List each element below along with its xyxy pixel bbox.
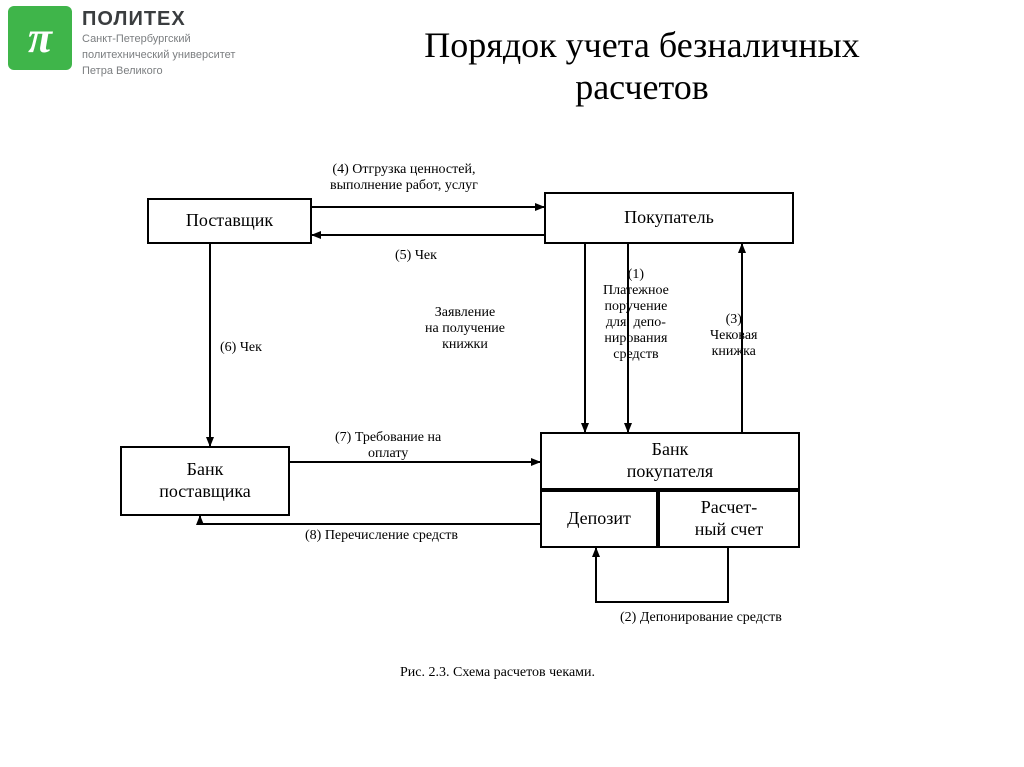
edge-label-e3: (3) Чековая книжка <box>710 312 757 360</box>
node-buyer: Покупатель <box>544 192 794 244</box>
node-deposit: Депозит <box>540 490 658 548</box>
edge-e8 <box>200 516 540 524</box>
edge-label-e4: (4) Отгрузка ценностей, выполнение работ… <box>330 162 478 194</box>
edge-label-e5: (5) Чек <box>395 248 437 264</box>
node-buyer_bank: Банк покупателя <box>540 432 800 490</box>
edge-label-e7: (7) Требование на оплату <box>335 430 441 462</box>
flow-diagram: Поставщик Покупатель Банк поставщика Банк п… <box>0 0 1024 767</box>
edge-label-e1: (1) Платежное поручение для депо- нирова… <box>603 267 669 364</box>
edge-label-e8: (8) Перечисление средств <box>305 528 458 544</box>
node-supplier: Поставщик <box>147 198 312 244</box>
edge-label-eAppl: Заявление на получение книжки <box>425 305 505 353</box>
node-account: Расчет- ный счет <box>658 490 800 548</box>
figure-caption: Рис. 2.3. Схема расчетов чеками. <box>400 665 595 681</box>
edge-label-e6: (6) Чек <box>220 340 262 356</box>
edge-e2a <box>596 548 728 602</box>
edge-label-e2a: (2) Депонирование средств <box>620 610 782 626</box>
diagram-arrows <box>0 0 1024 767</box>
node-supplier_bank: Банк поставщика <box>120 446 290 516</box>
